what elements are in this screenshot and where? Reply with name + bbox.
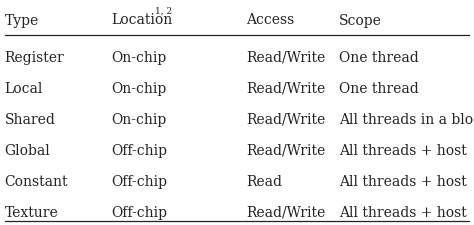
Text: On-chip: On-chip xyxy=(111,113,167,127)
Text: Access: Access xyxy=(246,14,295,27)
Text: Off-chip: Off-chip xyxy=(111,206,167,220)
Text: On-chip: On-chip xyxy=(111,51,167,65)
Text: Read/Write: Read/Write xyxy=(246,144,326,158)
Text: One thread: One thread xyxy=(339,82,419,96)
Text: Global: Global xyxy=(5,144,51,158)
Text: Location: Location xyxy=(111,14,173,27)
Text: Off-chip: Off-chip xyxy=(111,175,167,189)
Text: One thread: One thread xyxy=(339,51,419,65)
Text: Scope: Scope xyxy=(339,14,382,27)
Text: Register: Register xyxy=(5,51,64,65)
Text: Read/Write: Read/Write xyxy=(246,113,326,127)
Text: Constant: Constant xyxy=(5,175,68,189)
Text: Local: Local xyxy=(5,82,43,96)
Text: All threads in a block: All threads in a block xyxy=(339,113,474,127)
Text: All threads + host: All threads + host xyxy=(339,144,467,158)
Text: All threads + host: All threads + host xyxy=(339,206,467,220)
Text: 1, 2: 1, 2 xyxy=(155,7,172,16)
Text: On-chip: On-chip xyxy=(111,82,167,96)
Text: Read: Read xyxy=(246,175,283,189)
Text: Read/Write: Read/Write xyxy=(246,206,326,220)
Text: Type: Type xyxy=(5,14,39,27)
Text: Read/Write: Read/Write xyxy=(246,82,326,96)
Text: Shared: Shared xyxy=(5,113,55,127)
Text: Read/Write: Read/Write xyxy=(246,51,326,65)
Text: Texture: Texture xyxy=(5,206,58,220)
Text: Off-chip: Off-chip xyxy=(111,144,167,158)
Text: All threads + host: All threads + host xyxy=(339,175,467,189)
